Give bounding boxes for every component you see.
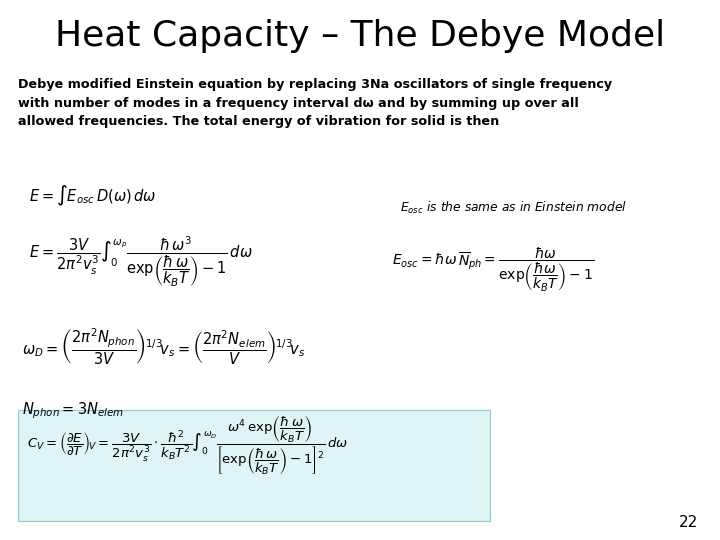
Text: $C_V = \left(\dfrac{\partial E}{\partial T}\right)_{\!V} = \dfrac{3V}{2\pi^2 v_s: $C_V = \left(\dfrac{\partial E}{\partial… (27, 415, 348, 477)
Text: $N_{phon} = 3N_{elem}$: $N_{phon} = 3N_{elem}$ (22, 401, 124, 421)
Text: Debye modified Einstein equation by replacing 3Na oscillators of single frequenc: Debye modified Einstein equation by repl… (18, 78, 612, 129)
FancyBboxPatch shape (18, 410, 490, 521)
Text: $E = \int E_{osc}\,D(\omega)\,d\omega$: $E = \int E_{osc}\,D(\omega)\,d\omega$ (29, 184, 156, 208)
Text: $E = \dfrac{3V}{2\pi^2 v_s^3} \int_0^{\omega_p} \dfrac{\hbar\,\omega^3}{\exp\!\l: $E = \dfrac{3V}{2\pi^2 v_s^3} \int_0^{\o… (29, 235, 253, 289)
Text: $E_{osc}$ is the same as in Einstein model: $E_{osc}$ is the same as in Einstein mod… (400, 200, 626, 216)
Text: $E_{osc} = \hbar\omega\,\overline{N}_{ph} = \dfrac{\hbar\omega}{\exp\!\left(\dfr: $E_{osc} = \hbar\omega\,\overline{N}_{ph… (392, 246, 595, 294)
Text: Heat Capacity – The Debye Model: Heat Capacity – The Debye Model (55, 19, 665, 53)
Text: $\omega_D = \left(\dfrac{2\pi^2 N_{phon}}{3V}\right)^{\!1/3}\!v_s = \left(\dfrac: $\omega_D = \left(\dfrac{2\pi^2 N_{phon}… (22, 327, 305, 367)
Text: 22: 22 (679, 515, 698, 530)
